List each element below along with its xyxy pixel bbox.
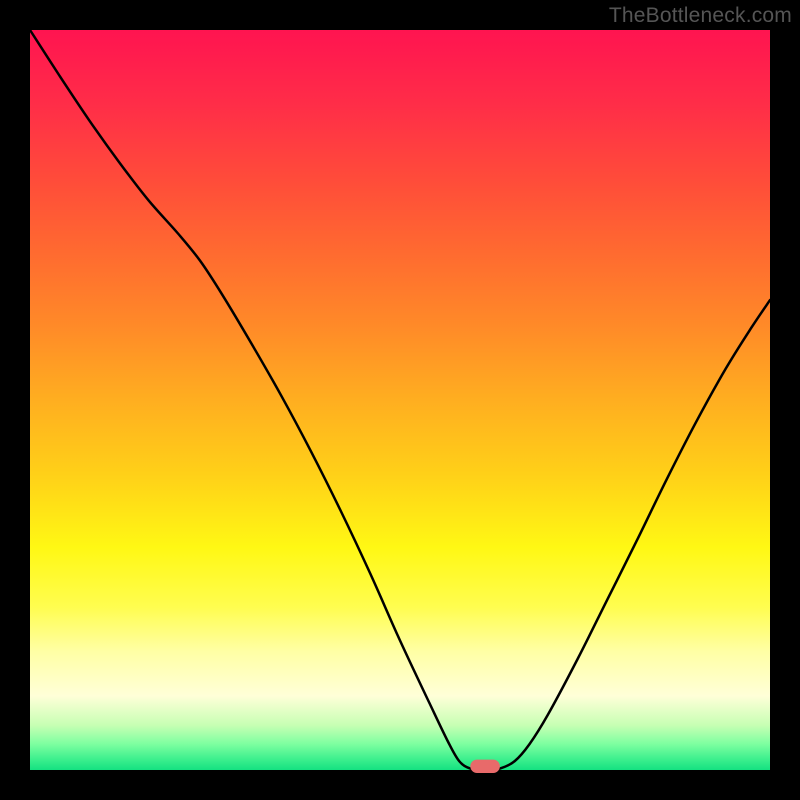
chart-background — [30, 30, 770, 770]
minimum-marker — [470, 760, 500, 773]
watermark-text: TheBottleneck.com — [609, 4, 792, 28]
chart-container: TheBottleneck.com — [0, 0, 800, 800]
bottleneck-chart — [0, 0, 800, 800]
